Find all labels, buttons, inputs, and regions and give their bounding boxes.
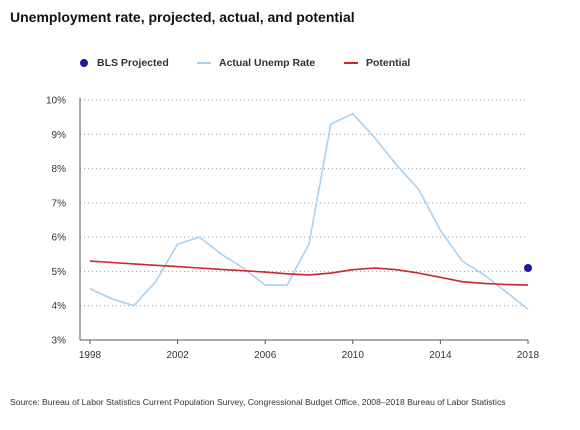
x-tick-label: 1998	[79, 350, 102, 361]
legend-item-actual-unemp-rate[interactable]: Actual Unemp Rate	[197, 57, 315, 69]
legend-item-bls-projected[interactable]: BLS Projected	[80, 57, 169, 69]
series-line-potential	[89, 260, 529, 286]
legend-dot-marker	[80, 59, 88, 67]
series-layer	[89, 112, 532, 310]
x-tick-label: 2006	[254, 350, 277, 361]
series-line-actual-unemp-rate	[89, 112, 529, 310]
chart-title: Unemployment rate, projected, actual, an…	[10, 9, 355, 25]
y-tick-label: 7%	[52, 198, 67, 209]
x-tick-label: 2010	[342, 350, 365, 361]
gridlines	[80, 99, 528, 307]
x-tick-label: 2018	[517, 350, 540, 361]
x-tick-label: 2002	[166, 350, 189, 361]
series-point-bls-projected	[524, 264, 532, 272]
legend-line-marker	[197, 62, 211, 64]
legend-label-potential: Potential	[366, 57, 411, 69]
y-tick-label: 6%	[52, 233, 67, 244]
x-tick-label: 2014	[429, 350, 452, 361]
y-tick-label: 9%	[52, 130, 67, 141]
y-tick-label: 8%	[52, 164, 67, 175]
y-tick-label: 4%	[52, 301, 67, 312]
legend-label-bls-projected: BLS Projected	[97, 57, 169, 69]
y-tick-label: 3%	[52, 336, 67, 347]
legend-label-actual-unemp-rate: Actual Unemp Rate	[219, 57, 316, 69]
legend-line-marker	[344, 62, 358, 64]
legend-item-potential[interactable]: Potential	[344, 57, 410, 69]
y-tick-label: 10%	[46, 96, 66, 107]
source-note: Source: Bureau of Labor Statistics Curre…	[10, 397, 506, 407]
y-tick-label: 5%	[52, 267, 67, 278]
axes: 3% 4% 5% 6% 7% 8% 9% 10% 1998 2002 2006 2010 2014 201…	[46, 96, 540, 362]
